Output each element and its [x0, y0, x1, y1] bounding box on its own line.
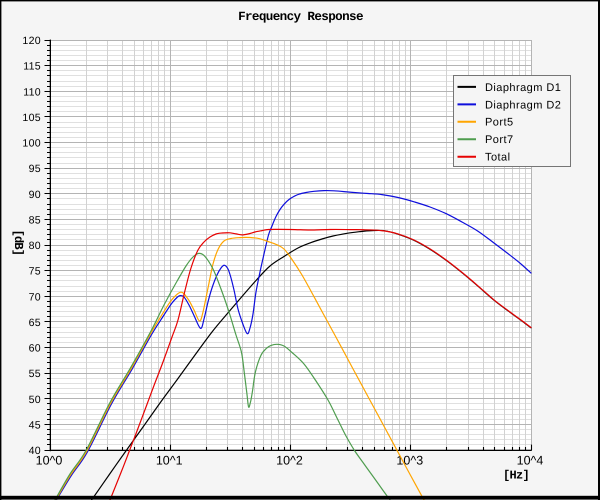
svg-text:Diaphragm D2: Diaphragm D2: [485, 99, 561, 111]
svg-text:[dB]: [dB]: [11, 229, 25, 255]
svg-text:60: 60: [29, 343, 41, 355]
svg-text:65: 65: [29, 317, 41, 329]
svg-text:55: 55: [29, 368, 41, 380]
svg-text:Diaphragm D1: Diaphragm D1: [485, 82, 561, 94]
svg-text:105: 105: [22, 112, 41, 124]
svg-text:10^3: 10^3: [396, 453, 423, 467]
svg-text:45: 45: [29, 420, 41, 432]
svg-text:10^1: 10^1: [156, 453, 183, 467]
svg-text:Frequency Response: Frequency Response: [238, 10, 363, 24]
svg-text:110: 110: [23, 86, 41, 98]
svg-text:50: 50: [29, 394, 41, 406]
svg-text:95: 95: [29, 163, 41, 175]
svg-text:Port7: Port7: [485, 134, 514, 146]
svg-text:40: 40: [29, 445, 41, 457]
svg-text:85: 85: [29, 215, 41, 227]
svg-text:10^4: 10^4: [517, 453, 544, 467]
svg-text:75: 75: [29, 266, 41, 278]
svg-text:10^2: 10^2: [276, 453, 303, 467]
svg-text:[Hz]: [Hz]: [503, 469, 529, 483]
svg-text:Total: Total: [485, 152, 511, 164]
svg-text:70: 70: [29, 291, 41, 303]
svg-text:120: 120: [22, 35, 41, 47]
svg-text:100: 100: [22, 138, 41, 150]
svg-text:10^0: 10^0: [36, 453, 63, 467]
svg-text:Port5: Port5: [485, 117, 514, 129]
svg-text:90: 90: [29, 189, 41, 201]
svg-text:80: 80: [29, 240, 41, 252]
svg-text:115: 115: [23, 61, 41, 73]
